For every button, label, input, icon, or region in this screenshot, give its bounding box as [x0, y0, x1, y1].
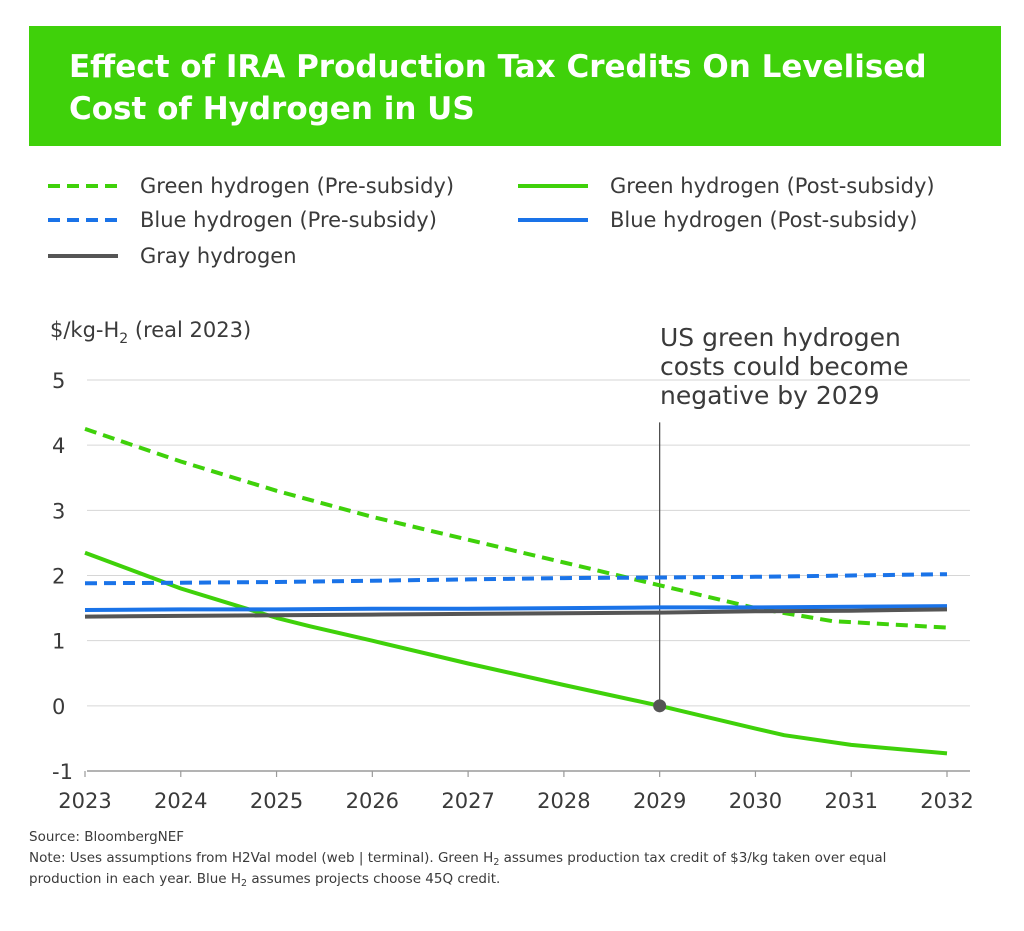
chart-title: Effect of IRA Production Tax Credits On … — [69, 49, 927, 127]
legend-label-blue-pre: Blue hydrogen (Pre-subsidy) — [140, 208, 437, 232]
title-banner: Effect of IRA Production Tax Credits On … — [29, 26, 1001, 146]
annotation-marker — [653, 699, 667, 713]
note-line-2-a: production in each year. Blue H — [29, 871, 242, 887]
y-ticks: -1 0 1 2 3 4 5 — [52, 369, 73, 784]
note-line-1: Note: Uses assumptions from H2Val model … — [29, 848, 989, 869]
y-tick-label: 0 — [52, 695, 65, 719]
y-axis-label-suffix: (real 2023) — [128, 318, 251, 342]
legend-label-green-pre: Green hydrogen (Pre-subsidy) — [140, 174, 455, 198]
x-tick-label: 2029 — [633, 789, 686, 813]
x-tick-label: 2026 — [346, 789, 399, 813]
y-tick-label: 3 — [52, 499, 65, 523]
y-tick-label: 4 — [52, 434, 65, 458]
x-ticks: 2023 2024 2025 2026 2027 2028 2029 2030 2031 2032 — [58, 771, 974, 813]
legend-swatch-blue-post — [518, 218, 588, 222]
legend-swatch-green-pre — [48, 184, 118, 188]
x-tick-label: 2027 — [441, 789, 494, 813]
legend-label-gray: Gray hydrogen — [140, 244, 297, 268]
x-tick-label: 2031 — [824, 789, 877, 813]
footnotes: Source: BloombergNEF Note: Uses assumpti… — [29, 827, 989, 890]
series-line-2 — [84, 572, 948, 586]
legend-swatch-gray — [48, 254, 118, 258]
note-line-2-b: assumes projects choose 45Q credit. — [247, 871, 501, 887]
legend-label-blue-post: Blue hydrogen (Post-subsidy) — [610, 208, 918, 232]
series-group — [84, 427, 948, 756]
legend: Green hydrogen (Pre-subsidy) Green hydro… — [0, 0, 1024, 300]
legend-label-green-post: Green hydrogen (Post-subsidy) — [610, 174, 935, 198]
x-tick-label: 2025 — [250, 789, 303, 813]
series-line-4 — [84, 607, 948, 619]
note-line-2: production in each year. Blue H2 assumes… — [29, 869, 989, 890]
y-tick-label: -1 — [52, 760, 73, 784]
note-line-1-a: Note: Uses assumptions from H2Val model … — [29, 850, 494, 866]
y-tick-label: 1 — [52, 630, 65, 654]
annotation-text-line: US green hydrogen — [660, 323, 901, 352]
y-tick-label: 5 — [52, 369, 65, 393]
grid — [87, 379, 970, 772]
x-tick-label: 2028 — [537, 789, 590, 813]
y-axis-label: $/kg-H2 (real 2023) — [50, 318, 251, 347]
annotation-text-line: negative by 2029 — [660, 381, 880, 410]
x-tick-label: 2030 — [729, 789, 782, 813]
y-axis-label-prefix: $/kg-H — [50, 318, 119, 342]
note-line-1-b: assumes production tax credit of $3/kg t… — [499, 850, 887, 866]
note-line-2-sub: 2 — [241, 878, 248, 889]
series-line-0 — [84, 427, 948, 630]
legend-swatch-green-post — [518, 184, 588, 188]
series-line-1 — [84, 550, 948, 756]
y-axis-label-sub: 2 — [119, 331, 128, 347]
y-tick-label: 2 — [52, 565, 65, 589]
source-note: Source: BloombergNEF — [29, 829, 185, 845]
x-tick-label: 2023 — [58, 789, 111, 813]
series-line-3 — [84, 604, 948, 612]
annotation-text-line: costs could become — [660, 352, 909, 381]
x-tick-label: 2032 — [920, 789, 973, 813]
note-line-1-sub: 2 — [493, 857, 500, 868]
x-tick-label: 2024 — [154, 789, 207, 813]
legend-swatch-blue-pre — [48, 218, 118, 222]
